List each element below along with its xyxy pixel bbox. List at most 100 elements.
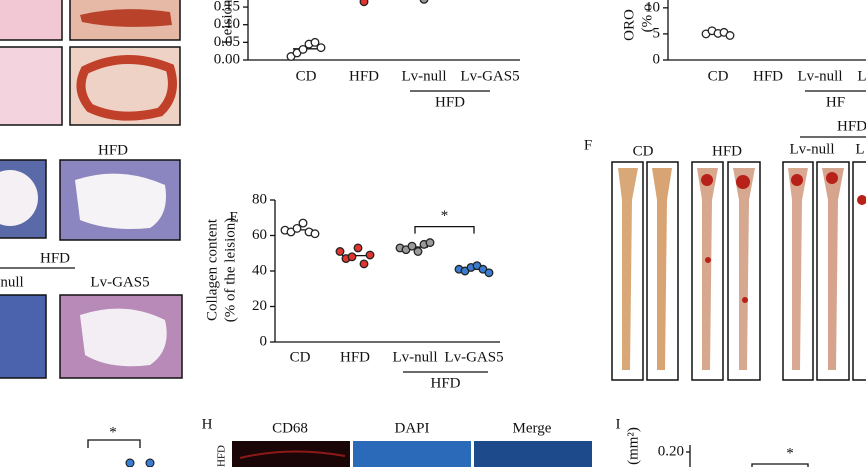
data-point bbox=[316, 43, 326, 53]
group-label: HFD bbox=[40, 250, 70, 266]
data-point bbox=[310, 229, 320, 239]
y-axis-label: Leision bbox=[219, 0, 235, 45]
lumen bbox=[80, 308, 167, 367]
plaque bbox=[791, 174, 803, 186]
panel-letter: H bbox=[202, 416, 213, 432]
panel-letter: F bbox=[584, 137, 592, 153]
image-label: null bbox=[0, 274, 23, 290]
x-tick-label: Lv-null bbox=[402, 68, 447, 84]
group-label: HF bbox=[826, 94, 845, 110]
data-point bbox=[353, 243, 363, 253]
plaque bbox=[701, 174, 713, 186]
data-point bbox=[347, 252, 357, 262]
data-point bbox=[365, 250, 375, 260]
y-tick-label: 20 bbox=[252, 298, 267, 314]
row-label: HFD bbox=[216, 445, 228, 467]
aorta bbox=[788, 168, 808, 370]
column-label: CD68 bbox=[272, 420, 308, 436]
y-tick-label: 0.15 bbox=[214, 0, 240, 14]
image-merge bbox=[474, 441, 592, 467]
data-point bbox=[413, 247, 423, 256]
group-label: HFD bbox=[435, 94, 465, 110]
plaque bbox=[736, 175, 750, 189]
image-label: Lv-null bbox=[790, 141, 835, 157]
x-tick-label: HFD bbox=[349, 68, 379, 84]
y-tick-label: 5 bbox=[653, 25, 661, 41]
group-label: HFD bbox=[837, 118, 866, 134]
stain bbox=[80, 9, 172, 27]
data-point bbox=[484, 268, 494, 278]
y-tick-label: 0.00 bbox=[214, 51, 240, 67]
image-label: CD bbox=[633, 143, 654, 159]
x-tick-label: L bbox=[857, 68, 866, 84]
x-tick-label: CD bbox=[708, 68, 729, 84]
y-axis-label: (mm²) bbox=[625, 427, 641, 465]
data-point bbox=[419, 0, 429, 4]
histology-image bbox=[0, 294, 47, 379]
column-label: Merge bbox=[513, 420, 552, 436]
y-tick-label: 60 bbox=[252, 227, 267, 243]
x-tick-label: Lv-GAS5 bbox=[444, 349, 503, 365]
aorta bbox=[733, 168, 755, 370]
significance: * bbox=[786, 445, 794, 461]
y-tick-label: 10 bbox=[645, 0, 660, 15]
significance: * bbox=[109, 424, 117, 440]
x-tick-label: HFD bbox=[753, 68, 783, 84]
x-tick-label: CD bbox=[296, 68, 317, 84]
stain bbox=[76, 55, 177, 121]
y-axis-label: Collagen content bbox=[204, 218, 220, 321]
data-point bbox=[335, 247, 345, 256]
y-axis-label: (% of the leision) bbox=[222, 218, 238, 323]
plaque bbox=[857, 195, 866, 205]
image-label: L bbox=[855, 141, 864, 157]
plaque bbox=[705, 257, 711, 263]
significance: * bbox=[441, 208, 449, 224]
group-label: HFD bbox=[430, 375, 460, 391]
x-tick-label: CD bbox=[290, 349, 311, 365]
point bbox=[145, 458, 155, 467]
data-point bbox=[725, 31, 735, 40]
image-label: HFD bbox=[712, 143, 742, 159]
y-axis-label: (% o bbox=[639, 4, 655, 33]
data-point bbox=[310, 37, 320, 47]
point bbox=[125, 458, 135, 467]
significance-bracket bbox=[751, 463, 809, 467]
data-point bbox=[359, 259, 369, 269]
column-label: DAPI bbox=[394, 420, 429, 436]
y-tick-label: 0 bbox=[260, 333, 268, 349]
y-axis-label: ORO bbox=[621, 9, 637, 41]
data-point bbox=[298, 44, 308, 54]
image-frame bbox=[852, 161, 866, 381]
data-point bbox=[298, 218, 308, 228]
y-tick-label: 0.20 bbox=[658, 443, 684, 459]
data-point bbox=[425, 238, 435, 248]
lumen bbox=[0, 170, 38, 226]
image-label: Lv-GAS5 bbox=[90, 274, 149, 290]
histology-image bbox=[0, 0, 63, 41]
aorta bbox=[697, 168, 718, 370]
lumen bbox=[75, 173, 166, 229]
x-tick-label: Lv-GAS5 bbox=[460, 68, 519, 84]
data-point bbox=[359, 0, 369, 7]
y-tick-label: 0 bbox=[653, 51, 661, 67]
image-dapi bbox=[353, 441, 471, 467]
aorta bbox=[618, 168, 638, 370]
aorta bbox=[822, 168, 844, 370]
aorta bbox=[652, 168, 672, 370]
x-tick-label: HFD bbox=[340, 349, 370, 365]
aorta-images bbox=[611, 161, 866, 381]
x-tick-label: Lv-null bbox=[393, 349, 438, 365]
panel-letter: E bbox=[229, 209, 238, 225]
y-tick-label: 0.10 bbox=[214, 16, 240, 32]
data-point bbox=[407, 241, 417, 251]
significance-bracket bbox=[414, 225, 475, 234]
plaque bbox=[742, 297, 748, 303]
y-tick-label: 40 bbox=[252, 262, 267, 278]
stain bbox=[239, 450, 346, 459]
panel-letter: I bbox=[616, 416, 621, 432]
significance-bracket bbox=[87, 439, 141, 448]
y-tick-label: 80 bbox=[252, 191, 267, 207]
x-tick-label: Lv-null bbox=[798, 68, 843, 84]
histology-image bbox=[0, 46, 63, 126]
